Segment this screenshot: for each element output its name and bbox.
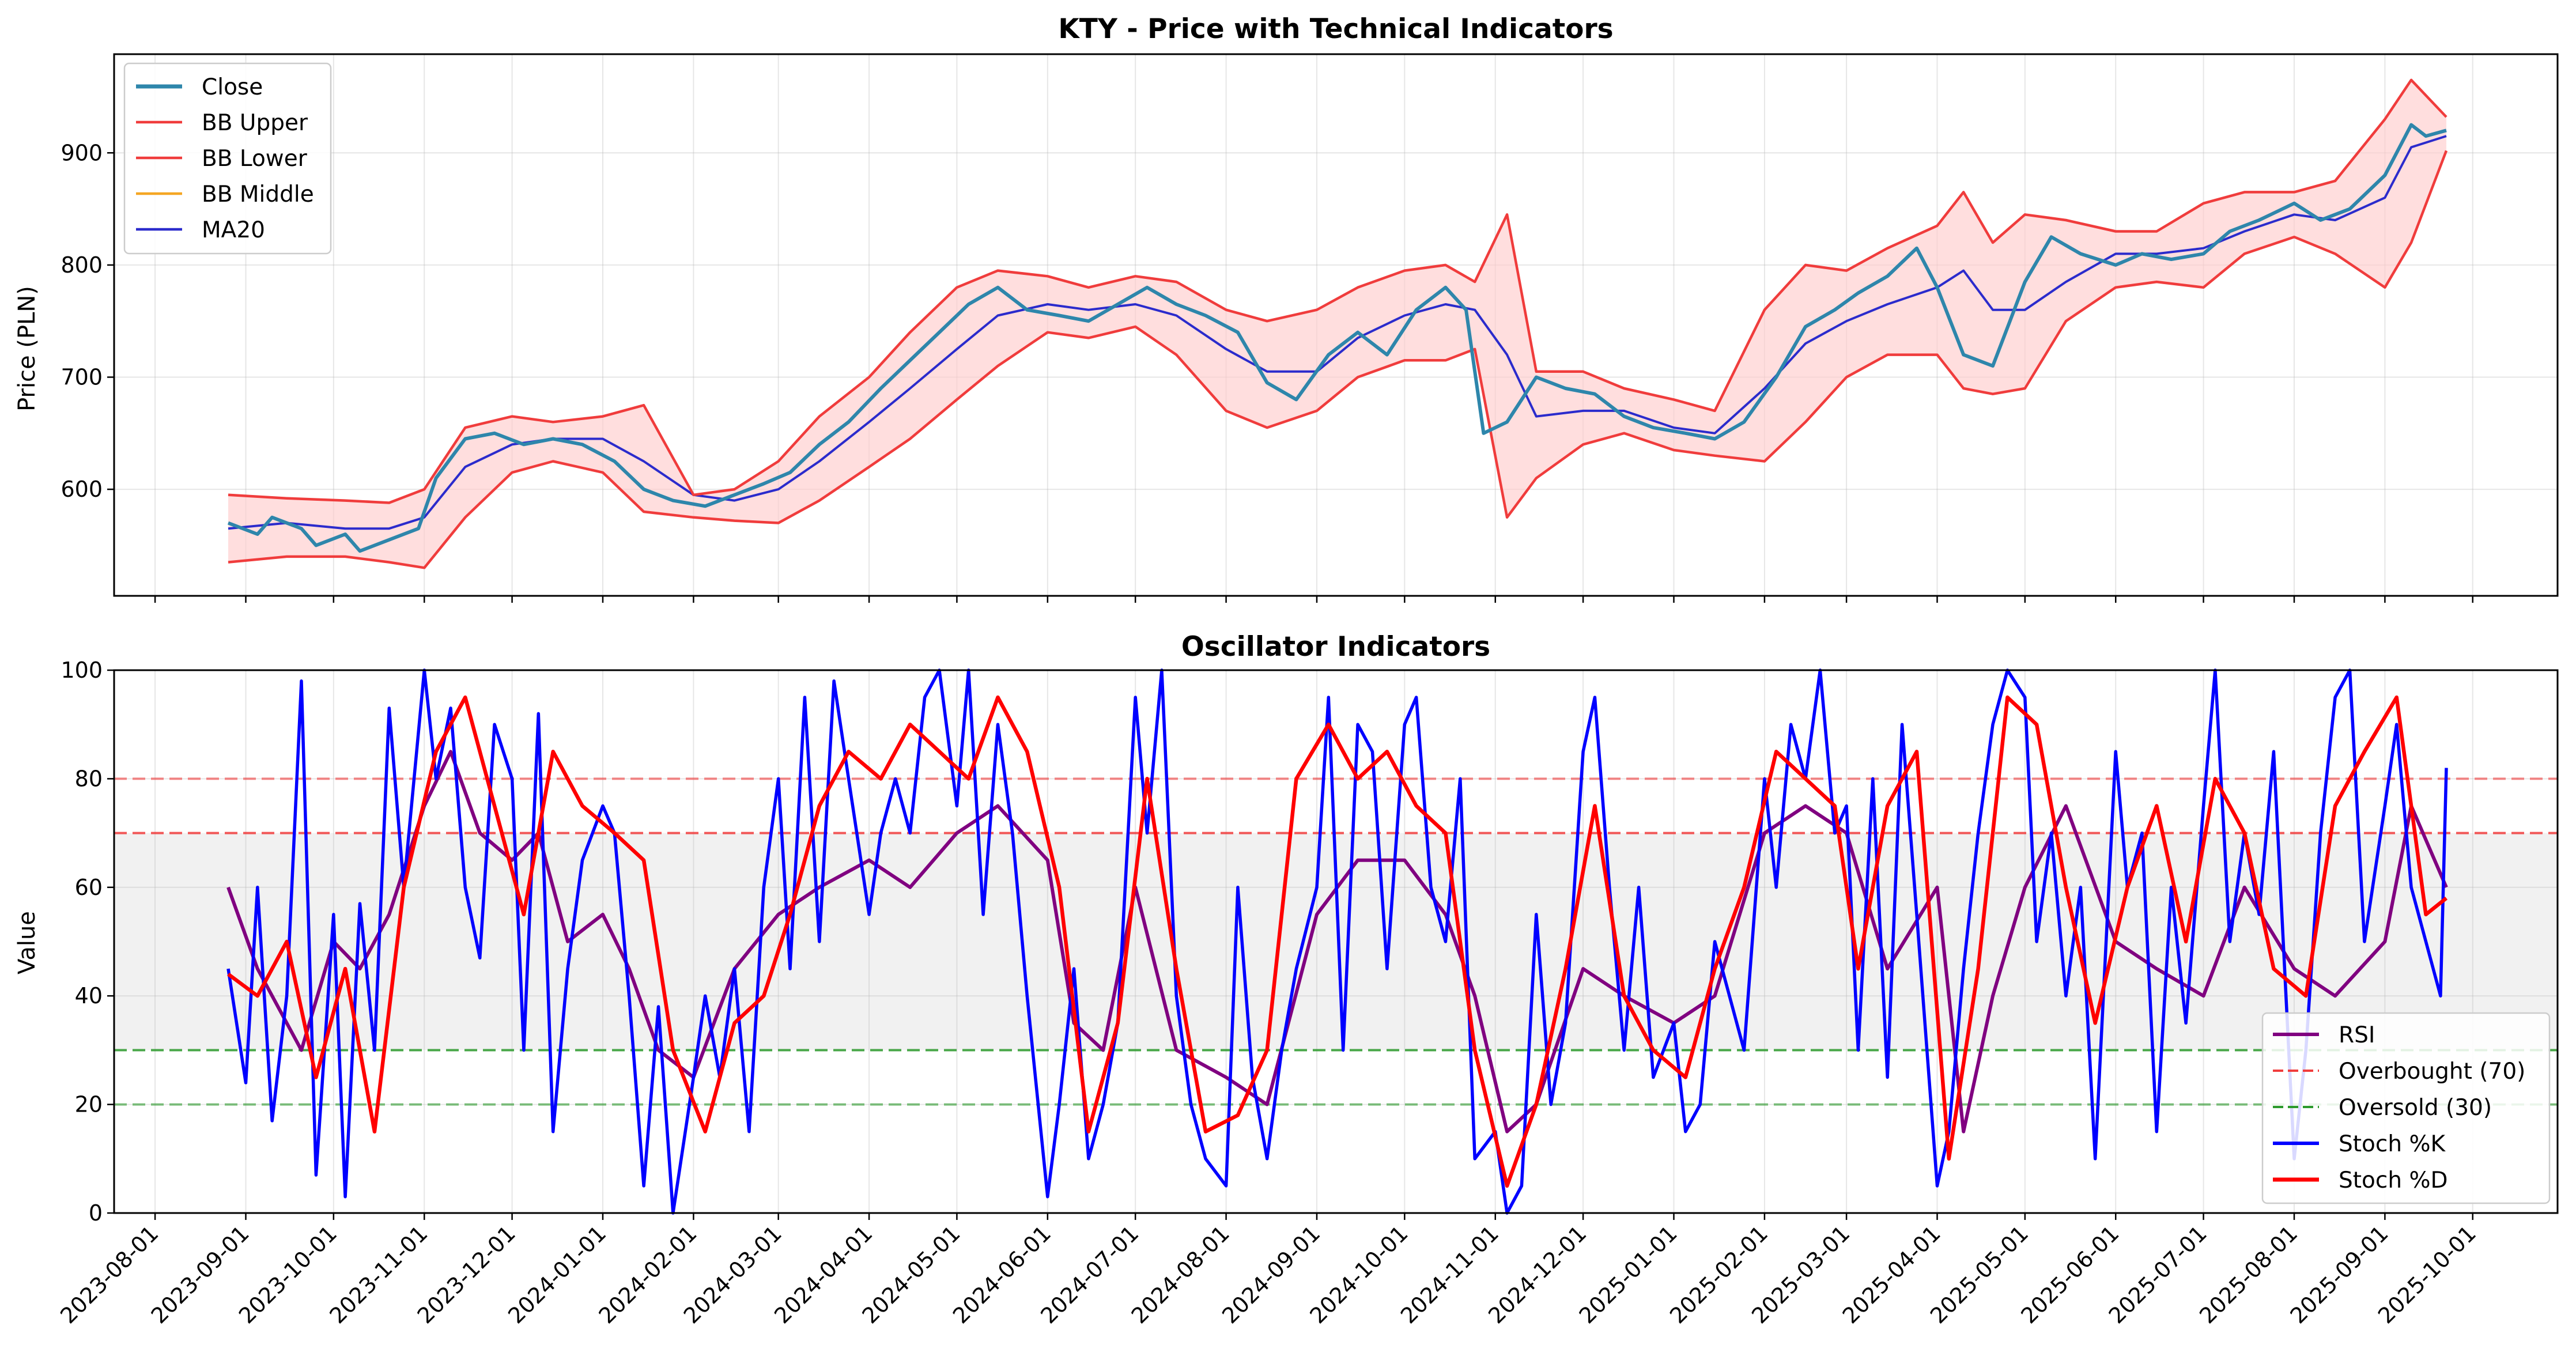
oscillator-y-tick-label: 60 [75,875,103,900]
oscillator-y-tick-label: 20 [75,1092,103,1117]
oscillator-series-stoch-d [227,695,2448,1188]
price-x-ticks [154,596,2473,603]
oscillator-y-tick-label: 0 [89,1200,103,1226]
price-y-axis-label: Price (PLN) [14,286,40,411]
price-series-lines [227,78,2448,569]
price-series-ma20 [228,135,2447,530]
oscillator-legend: RSI Overbought (70) Oversold (30) Stoch %K S… [2261,1012,2551,1204]
oscillator-series-stoch-k [226,668,2448,1215]
oscillator-series-lines [226,668,2448,1215]
price-legend-label: BB Upper [202,110,308,136]
oscillator-legend-label: Oversold (30) [2339,1095,2492,1121]
oscillator-legend-label: Stoch %K [2339,1131,2446,1157]
price-y-tick-label: 700 [61,364,103,390]
oscillator-plot-frame [113,669,2559,1214]
price-legend: Close BB Upper BB Lower BB Middle MA20 [123,62,332,255]
price-legend-label: BB Middle [202,182,314,207]
price-panel: KTY - Price with Technical Indicators Pr… [14,13,2559,603]
price-series-bb-lower [228,150,2448,569]
price-legend-box [123,62,332,255]
bollinger-band-area [228,80,2446,568]
oscillator-legend-box [2261,1012,2551,1204]
price-series-bb-upper [228,78,2447,504]
oscillator-y-axis-label: Value [14,911,40,974]
price-chart-title: KTY - Price with Technical Indicators [1058,13,1613,45]
oscillator-reference-lines [114,777,2558,1106]
oscillator-y-tick-label: 40 [75,983,103,1008]
price-legend-label: Close [202,74,263,100]
price-legend-label: BB Lower [202,146,308,172]
price-series-close [227,123,2447,553]
oscillator-legend-label: Stoch %D [2339,1167,2448,1193]
oscillator-chart-title: Oscillator Indicators [1181,631,1490,663]
price-y-tick-label: 800 [61,252,103,278]
price-y-tick-label: 900 [61,140,103,165]
price-plot-frame [113,53,2559,597]
price-legend-label: MA20 [202,217,265,243]
oscillator-y-tick-label: 80 [75,766,103,791]
oscillator-y-ticks: 0 20 40 60 80 100 [61,658,114,1226]
oscillator-legend-label: Overbought (70) [2339,1059,2525,1085]
price-y-ticks: 600 700 800 900 [61,140,114,502]
bollinger-band-fill [228,80,2446,568]
oscillator-y-tick-label: 100 [61,658,103,683]
oscillator-legend-label: RSI [2339,1022,2375,1048]
oscillator-series-rsi [226,750,2448,1133]
price-y-tick-label: 600 [61,477,103,502]
